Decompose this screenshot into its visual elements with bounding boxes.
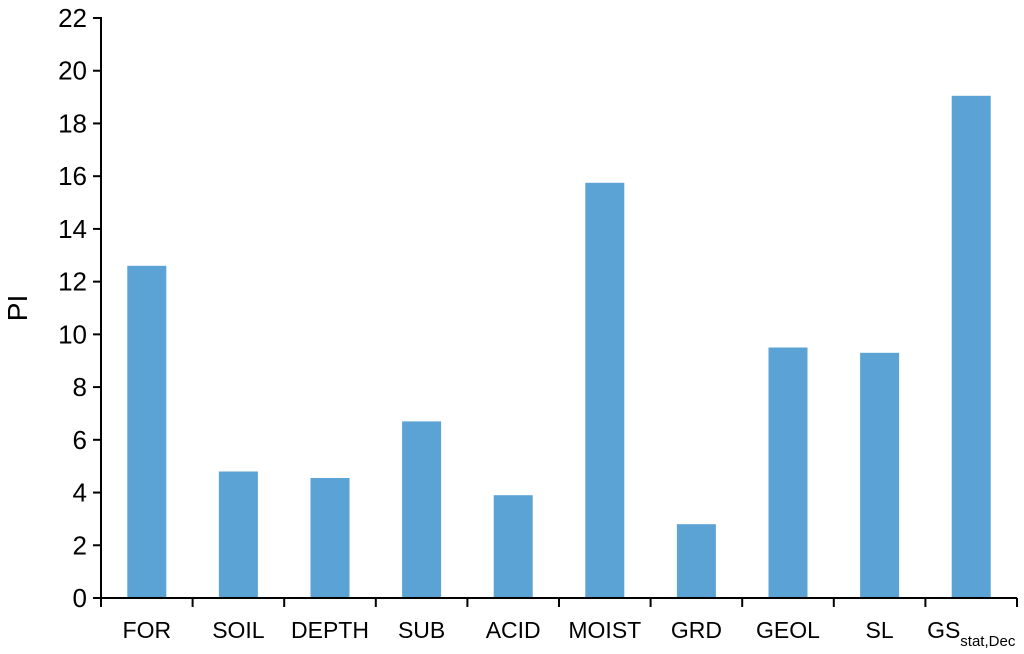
x-tick-label: DEPTH [291,617,369,643]
y-tick-label: 10 [58,319,87,349]
bars-group [127,95,991,599]
bar-moist [585,182,625,599]
x-tick-label: ACID [486,617,541,643]
x-tick-label: SL [866,617,894,643]
y-tick-label: 6 [73,425,87,455]
y-tick-label: 2 [73,530,87,560]
y-tick-label: 8 [73,372,87,402]
bar-gs [951,95,991,599]
y-tick-label: 20 [58,56,87,86]
bar-sl [860,352,900,598]
y-ticks-group: 0 2 4 6 8 10 12 14 16 18 20 22 [58,3,101,613]
y-tick-label: 14 [58,214,87,244]
y-axis-title: PI [2,295,33,321]
x-tick-label: FOR [123,617,172,643]
x-tick-label: MOIST [568,617,641,643]
bar-sub [402,421,442,598]
y-tick-label: 16 [58,161,87,191]
x-ticks-group: FOR SOIL DEPTH SUB ACID MOIST GRD GEOL SL GSstat,… [100,598,1018,650]
y-tick-label: 22 [58,3,87,33]
x-tick-label: GEOL [756,617,820,643]
x-tick-label: SOIL [212,617,265,643]
bar-depth [310,478,350,598]
x-tick-label: GRD [671,617,722,643]
bar-acid [493,495,533,598]
bar-for [127,265,167,598]
y-tick-label: 0 [73,583,87,613]
x-tick-label: SUB [398,617,445,643]
y-tick-label: 12 [58,267,87,297]
y-tick-label: 18 [58,108,87,138]
bar-grd [676,524,716,598]
bar-geol [768,347,808,598]
bar-soil [218,471,258,598]
x-tick-label: GSstat,Dec [927,617,1016,650]
y-tick-label: 4 [73,478,87,508]
